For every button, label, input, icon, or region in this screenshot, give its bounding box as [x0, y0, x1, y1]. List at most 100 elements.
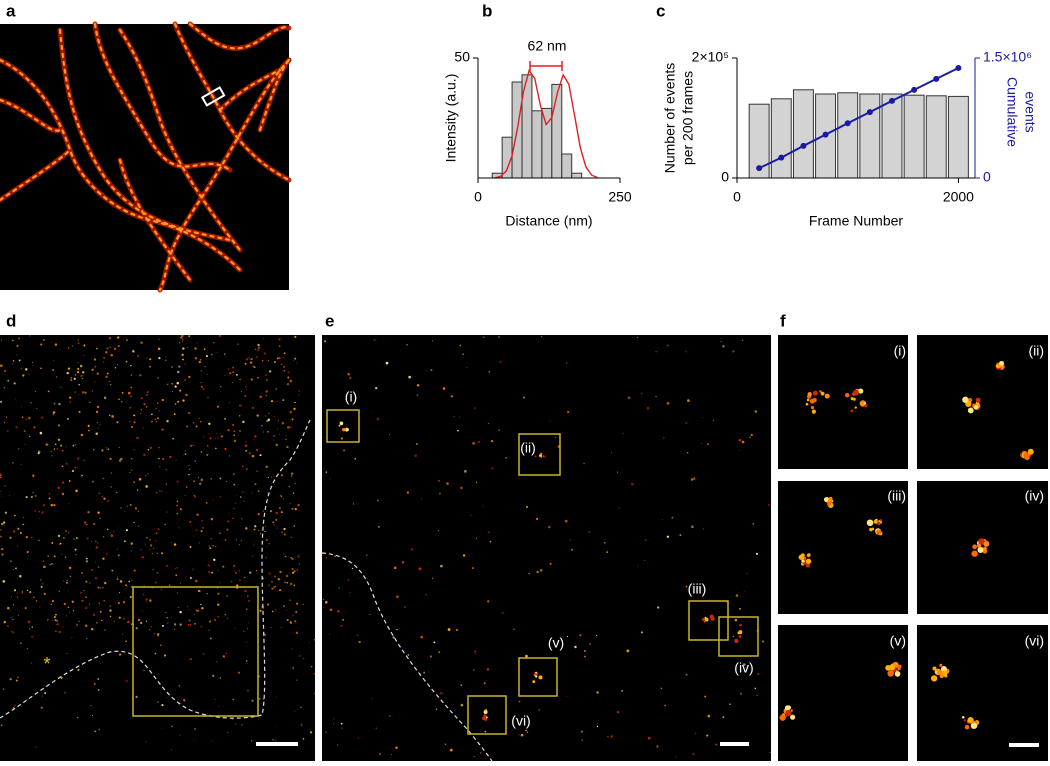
spot	[191, 525, 193, 527]
spot	[224, 353, 226, 355]
spot	[200, 603, 202, 606]
spot	[208, 433, 210, 435]
spot	[276, 357, 279, 360]
spot	[111, 415, 114, 418]
spot	[263, 352, 266, 355]
spot	[656, 606, 660, 609]
spot	[71, 469, 75, 473]
spot	[266, 546, 268, 547]
spot	[712, 419, 715, 422]
spot	[283, 366, 285, 368]
spot	[95, 577, 97, 580]
spot	[116, 492, 118, 494]
spot	[178, 606, 180, 608]
spot	[84, 624, 88, 628]
spot	[189, 576, 193, 580]
spot	[164, 523, 166, 526]
spot	[150, 544, 153, 547]
spot	[176, 500, 179, 503]
spot	[54, 618, 57, 622]
spot	[437, 479, 440, 482]
spot	[219, 334, 221, 337]
spot	[110, 534, 114, 538]
spot	[253, 439, 255, 441]
spot	[28, 416, 31, 420]
spot	[16, 344, 19, 347]
spot	[196, 513, 199, 516]
spot	[179, 582, 181, 584]
spot	[193, 535, 195, 537]
spot	[271, 587, 274, 590]
spot	[184, 453, 187, 455]
spot	[184, 363, 187, 365]
spot	[178, 365, 181, 368]
spot	[161, 552, 163, 554]
spot	[939, 673, 944, 679]
spot	[224, 539, 227, 541]
spot	[661, 519, 663, 521]
spot	[66, 615, 68, 617]
spot	[281, 496, 283, 498]
panel-label: a	[6, 1, 16, 20]
spot	[202, 653, 205, 655]
spot	[664, 704, 666, 707]
point	[822, 131, 829, 138]
spot	[432, 340, 433, 342]
spot	[55, 376, 58, 378]
spot	[293, 360, 295, 362]
spot	[105, 553, 108, 555]
spot	[66, 463, 68, 465]
spot	[246, 660, 248, 662]
roi-box	[518, 433, 561, 476]
spot	[282, 553, 285, 555]
spot	[3, 521, 6, 524]
spot	[10, 560, 12, 563]
spot	[56, 620, 59, 622]
spot	[583, 650, 586, 653]
filament-highlight	[58, 28, 232, 242]
spot	[502, 612, 504, 614]
spot	[779, 714, 786, 721]
spot	[185, 393, 188, 397]
x-axis-label: Frame Number	[809, 213, 903, 229]
spot	[113, 347, 117, 351]
spot	[226, 595, 228, 597]
spot	[201, 520, 203, 522]
spot	[117, 554, 120, 557]
spot	[101, 619, 103, 622]
spot	[63, 537, 65, 539]
spot	[76, 716, 79, 719]
spot	[233, 439, 237, 443]
spot	[35, 600, 38, 602]
spot	[722, 345, 725, 348]
spot	[567, 410, 570, 414]
spot	[268, 572, 271, 575]
spot	[70, 378, 73, 382]
spot	[246, 468, 248, 470]
spot	[131, 469, 133, 471]
spot	[108, 414, 111, 417]
spot	[294, 401, 296, 404]
spot	[340, 722, 343, 725]
spot	[82, 371, 85, 374]
spot	[189, 546, 192, 548]
spot	[74, 373, 77, 376]
line-profile-box	[200, 86, 226, 107]
spot	[63, 602, 66, 606]
spot	[219, 496, 221, 498]
spot	[239, 378, 241, 381]
spot	[338, 424, 341, 427]
spot	[12, 530, 16, 533]
spot	[194, 460, 196, 462]
spot	[160, 728, 162, 729]
spot	[308, 641, 310, 643]
spot	[118, 446, 120, 448]
spot	[68, 566, 72, 570]
roi-box	[467, 695, 507, 735]
spot	[77, 342, 80, 345]
spot	[78, 620, 80, 622]
spot	[152, 547, 155, 549]
spot	[129, 407, 131, 409]
spot	[51, 542, 54, 544]
spot	[701, 617, 705, 621]
